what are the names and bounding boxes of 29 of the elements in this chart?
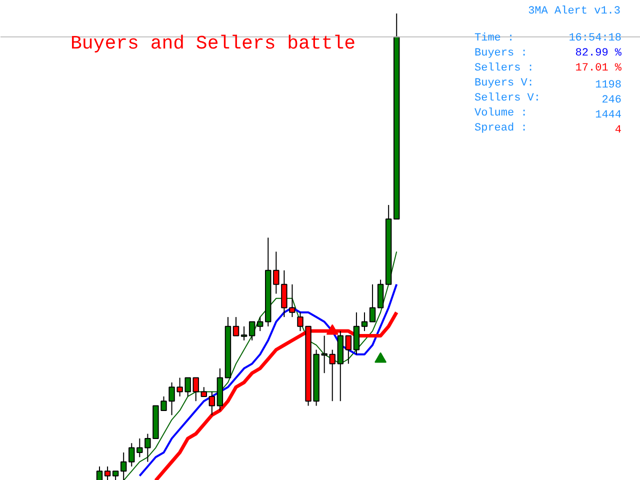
candlestick xyxy=(297,312,304,332)
candlestick xyxy=(377,279,384,308)
text: Buyers and Sellers battle xyxy=(70,32,356,54)
candlestick xyxy=(200,386,207,397)
text: Spread : 4 xyxy=(474,122,622,136)
text: Volume : 1444 xyxy=(474,108,622,122)
text: Time : 16:54:18 xyxy=(474,32,622,44)
candlestick xyxy=(208,391,216,416)
text: Sellers : 17.01 % xyxy=(474,62,622,74)
candlestick xyxy=(192,377,199,402)
text: Sellers V: 246 xyxy=(474,92,622,106)
candlestick xyxy=(329,349,336,402)
candlestick xyxy=(353,312,360,355)
candlestick xyxy=(248,321,256,341)
candlestick xyxy=(144,433,151,462)
candlestick xyxy=(232,316,240,336)
candlestick xyxy=(369,284,376,322)
text: Buyers V: 1198 xyxy=(474,78,622,92)
candlestick xyxy=(120,452,127,480)
candlestick xyxy=(136,438,143,458)
candlestick xyxy=(104,466,111,480)
candlestick xyxy=(96,466,103,480)
candlestick xyxy=(240,326,248,341)
candlestick xyxy=(345,335,352,364)
candlestick xyxy=(128,442,135,467)
text: 3MA Alert v1.3 xyxy=(528,6,621,18)
text: Buyers : 82.99 % xyxy=(474,48,622,60)
candlestick xyxy=(256,316,264,332)
candlestick xyxy=(361,312,368,332)
